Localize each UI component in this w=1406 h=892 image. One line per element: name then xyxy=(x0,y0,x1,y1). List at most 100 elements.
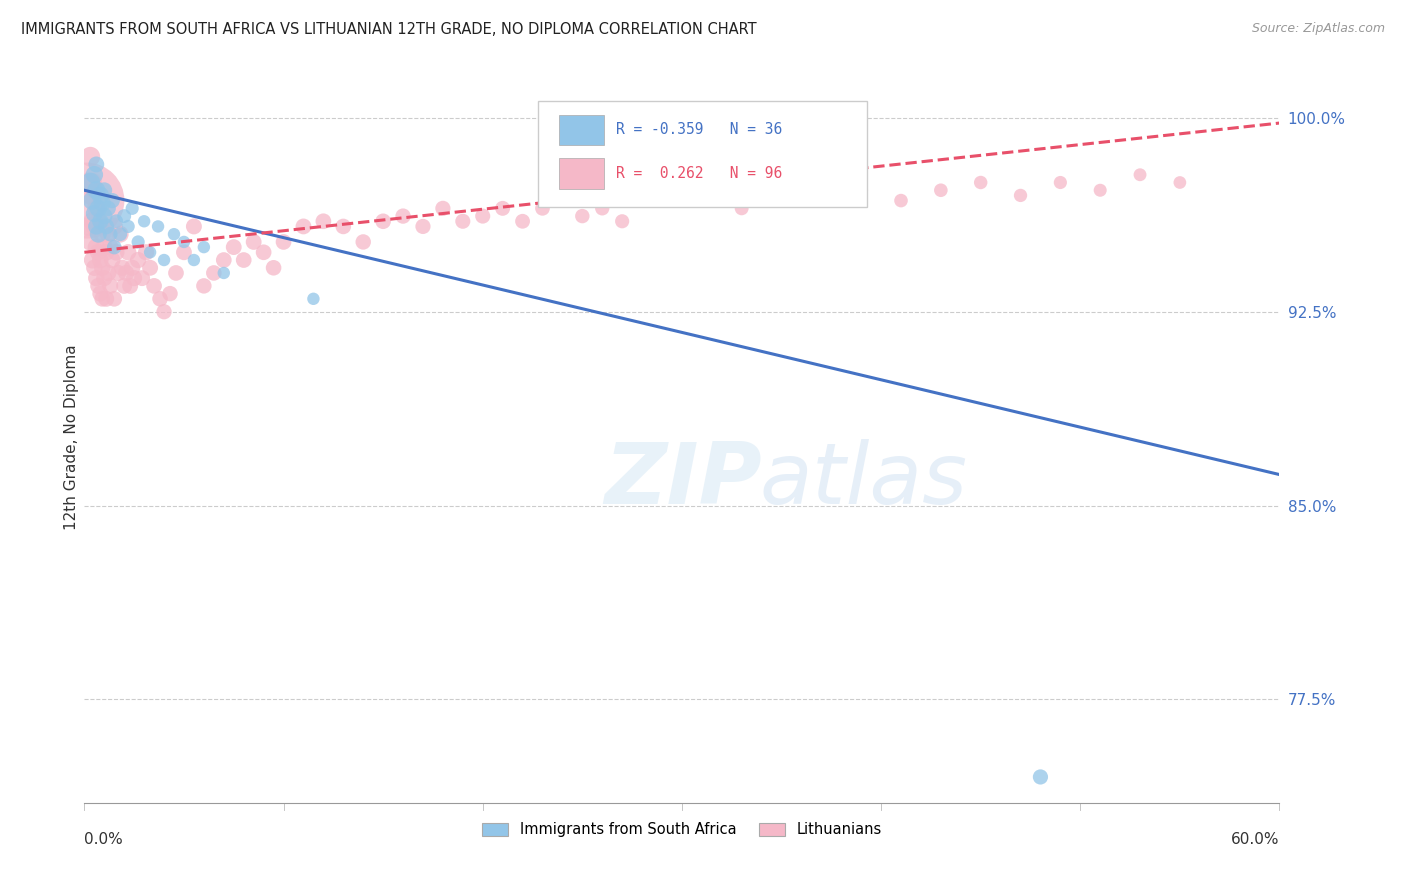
FancyBboxPatch shape xyxy=(538,101,868,207)
Point xyxy=(93,271,115,285)
Point xyxy=(173,235,195,249)
Point xyxy=(82,194,104,208)
Point xyxy=(292,219,315,234)
Point xyxy=(112,278,135,293)
Point xyxy=(96,292,118,306)
Point xyxy=(103,219,125,234)
Point xyxy=(86,271,108,285)
Point xyxy=(253,245,276,260)
Point xyxy=(111,260,134,275)
Point xyxy=(1010,188,1032,202)
Point xyxy=(202,266,225,280)
Point xyxy=(120,278,142,293)
Text: 0.0%: 0.0% xyxy=(84,832,124,847)
Point xyxy=(242,235,264,249)
Y-axis label: 12th Grade, No Diploma: 12th Grade, No Diploma xyxy=(63,344,79,530)
Point xyxy=(263,260,285,275)
Point xyxy=(97,227,120,242)
Point xyxy=(91,292,114,306)
Point xyxy=(83,183,105,197)
Point xyxy=(83,219,105,234)
Bar xyxy=(558,114,605,145)
Point xyxy=(86,219,108,234)
Point xyxy=(93,240,115,254)
Point xyxy=(79,150,101,164)
Point xyxy=(373,214,395,228)
Point xyxy=(103,240,125,254)
Point xyxy=(612,214,634,228)
Point xyxy=(89,253,111,268)
Point xyxy=(1049,176,1071,190)
Point xyxy=(1090,183,1112,197)
Point xyxy=(392,209,415,223)
Point xyxy=(890,194,912,208)
Point xyxy=(98,227,121,242)
Point xyxy=(115,266,138,280)
Point xyxy=(591,202,613,216)
Point xyxy=(153,253,176,268)
Point xyxy=(101,253,124,268)
Point xyxy=(159,286,181,301)
Point xyxy=(82,214,104,228)
Bar xyxy=(558,159,605,189)
Point xyxy=(83,206,105,220)
Point xyxy=(432,202,454,216)
Point xyxy=(970,176,993,190)
Point xyxy=(153,304,176,318)
Point xyxy=(98,278,121,293)
Point xyxy=(770,188,793,202)
Text: R =  0.262   N = 96: R = 0.262 N = 96 xyxy=(616,166,782,181)
Point xyxy=(86,202,108,216)
Point xyxy=(273,235,295,249)
Point xyxy=(492,202,515,216)
Point xyxy=(183,219,205,234)
Text: 60.0%: 60.0% xyxy=(1232,832,1279,847)
Point xyxy=(77,219,100,234)
Point xyxy=(312,214,335,228)
Point xyxy=(131,271,153,285)
Point xyxy=(531,202,554,216)
Point xyxy=(105,245,128,260)
Point xyxy=(212,253,235,268)
Point xyxy=(112,209,135,223)
Point xyxy=(571,209,593,223)
Point xyxy=(193,278,215,293)
Text: Source: ZipAtlas.com: Source: ZipAtlas.com xyxy=(1251,22,1385,36)
Point xyxy=(135,245,157,260)
Text: IMMIGRANTS FROM SOUTH AFRICA VS LITHUANIAN 12TH GRADE, NO DIPLOMA CORRELATION CH: IMMIGRANTS FROM SOUTH AFRICA VS LITHUANI… xyxy=(21,22,756,37)
Point xyxy=(212,266,235,280)
Point xyxy=(82,253,104,268)
Point xyxy=(86,240,108,254)
Point xyxy=(77,176,100,190)
Point xyxy=(87,278,110,293)
Point xyxy=(89,188,111,202)
Point xyxy=(139,245,162,260)
Point xyxy=(232,253,254,268)
Point xyxy=(163,227,186,242)
Point xyxy=(87,227,110,242)
Point xyxy=(110,227,132,242)
Point xyxy=(651,194,673,208)
Point xyxy=(79,235,101,249)
Point xyxy=(1168,176,1191,190)
Point xyxy=(551,194,574,208)
Point xyxy=(139,260,162,275)
Point xyxy=(82,176,104,190)
Point xyxy=(851,183,873,197)
Point xyxy=(89,219,111,234)
Point xyxy=(731,202,754,216)
Point xyxy=(97,266,120,280)
Point xyxy=(79,188,101,202)
Point xyxy=(87,202,110,216)
Legend: Immigrants from South Africa, Lithuanians: Immigrants from South Africa, Lithuanian… xyxy=(477,816,887,843)
Point xyxy=(79,176,101,190)
Point xyxy=(121,202,143,216)
Point xyxy=(89,214,111,228)
Point xyxy=(165,266,187,280)
Point xyxy=(451,214,474,228)
Point xyxy=(127,235,149,249)
Point xyxy=(146,219,169,234)
Point xyxy=(512,214,534,228)
Point xyxy=(107,266,129,280)
Point xyxy=(143,278,166,293)
